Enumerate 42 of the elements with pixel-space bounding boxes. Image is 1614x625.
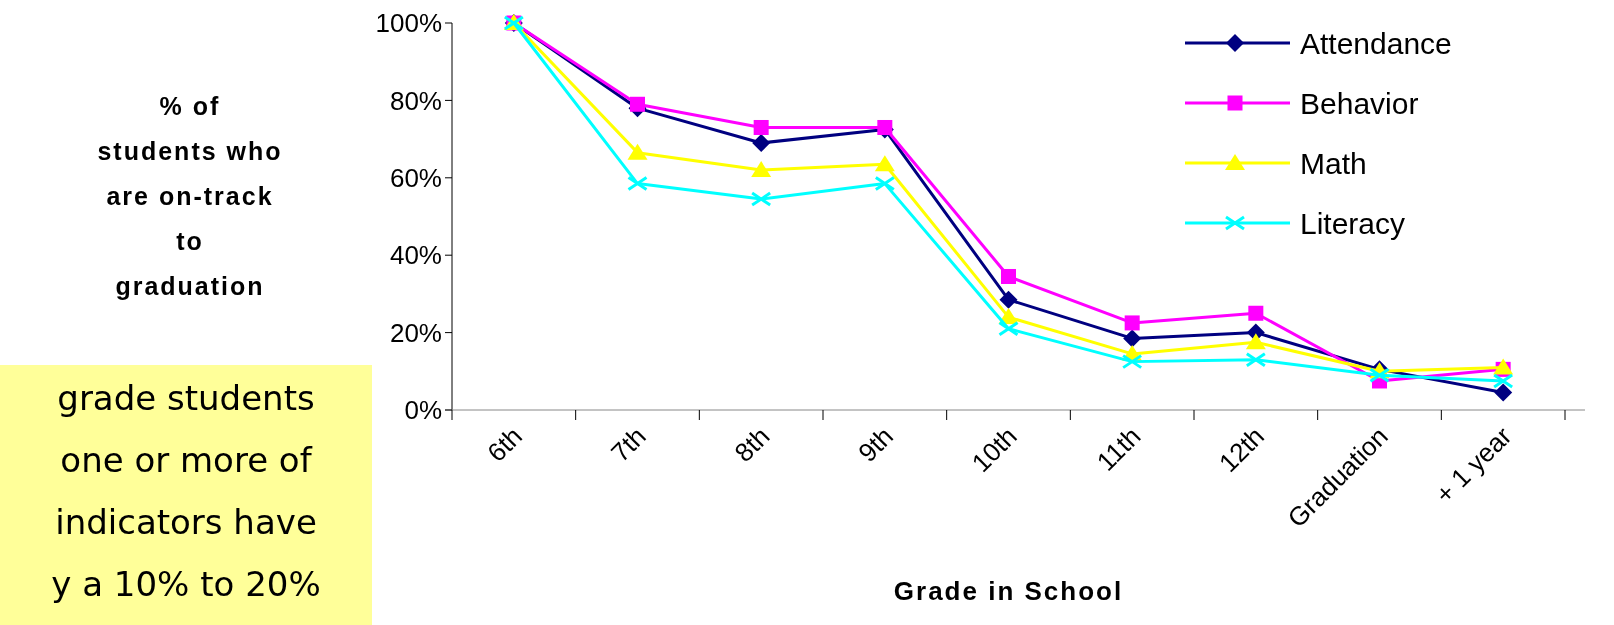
point <box>627 176 648 192</box>
point <box>1001 268 1016 284</box>
x-axis-title: Grade in School <box>893 576 1124 606</box>
point <box>999 290 1018 309</box>
x-tick-label: 7th <box>604 421 652 468</box>
point <box>750 191 772 207</box>
y-tick-label: 20% <box>389 317 442 348</box>
point <box>877 119 893 135</box>
legend-label: Math <box>1300 146 1367 180</box>
y-tick-label: 100% <box>375 8 442 39</box>
point <box>753 119 769 135</box>
x-tick-label: 11th <box>1090 421 1147 477</box>
point <box>1369 367 1390 383</box>
legend-label: Behavior <box>1300 86 1419 120</box>
legend-label: Literacy <box>1300 206 1406 240</box>
y-tick-label: 80% <box>389 85 442 116</box>
y-tick-label: 60% <box>389 162 442 193</box>
y-tick-label: 0% <box>404 395 442 426</box>
y-tick-label: 40% <box>389 240 442 271</box>
point <box>874 155 895 172</box>
x-tick-label: 9th <box>852 421 900 468</box>
point <box>630 96 645 112</box>
point <box>1245 333 1266 350</box>
point <box>1248 305 1264 321</box>
point <box>1123 329 1142 348</box>
point <box>1124 315 1140 331</box>
point <box>752 133 771 152</box>
legend-label: Attendance <box>1300 26 1452 60</box>
x-tick-label: 10th <box>965 421 1023 479</box>
point <box>998 321 1019 337</box>
point <box>1494 383 1513 402</box>
x-tick-label: 12th <box>1213 421 1271 479</box>
point <box>751 161 772 178</box>
point <box>627 143 648 160</box>
x-tick-label: 6th <box>481 421 529 468</box>
point <box>1245 352 1267 368</box>
y-axis-title: % of students who are on-track to graduation <box>97 92 283 300</box>
point <box>1121 354 1143 370</box>
point <box>874 176 896 192</box>
x-tick-label: 8th <box>728 421 776 468</box>
point <box>1492 373 1514 389</box>
text: grade students one or more of indicators have y a 10% to 20% <box>51 378 321 604</box>
